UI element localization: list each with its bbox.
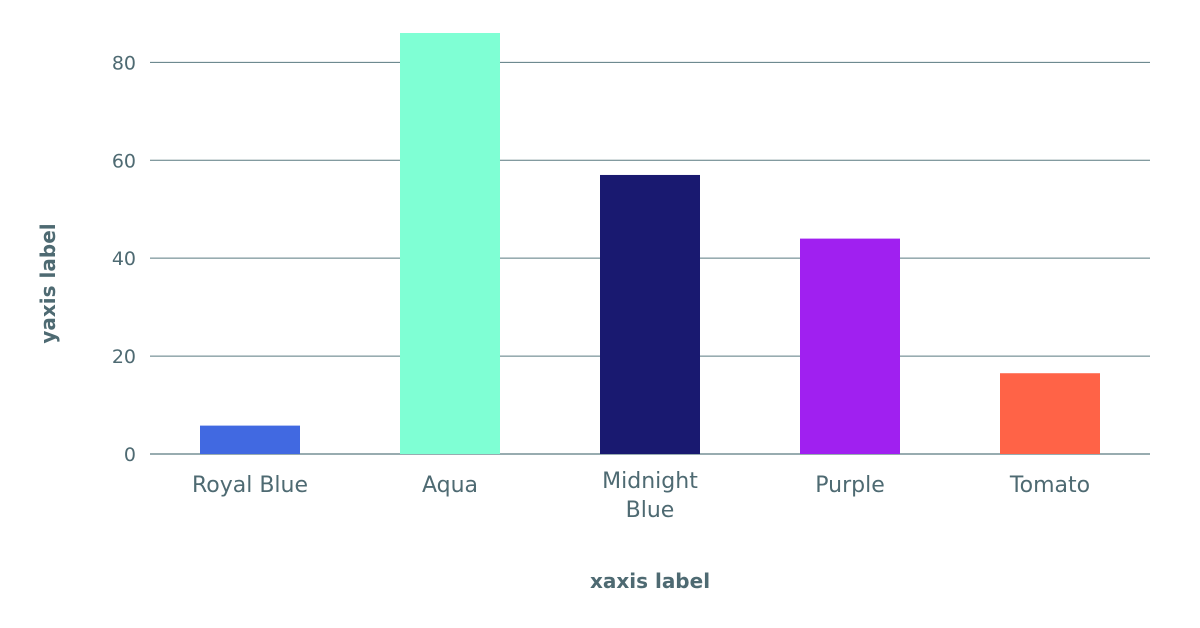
x-tick-label: Aqua <box>422 473 478 498</box>
x-tick-labels: Royal Blue Aqua Midnight Blue Purple Tomato <box>192 469 1090 523</box>
x-tick-label: Royal Blue <box>192 473 308 498</box>
y-tick-label: 60 <box>112 150 136 172</box>
y-axis-title: yaxis label <box>36 223 60 343</box>
bar <box>1000 373 1100 454</box>
y-tick-label: 0 <box>124 444 136 466</box>
y-tick-labels: 0 20 40 60 80 <box>112 52 136 466</box>
x-tick-label: Purple <box>815 473 884 498</box>
bar <box>400 33 500 454</box>
y-tick-label: 20 <box>112 346 136 368</box>
bar <box>200 425 300 454</box>
x-axis-title: xaxis label <box>590 569 710 593</box>
bar <box>600 174 700 454</box>
y-tick-label: 40 <box>112 248 136 270</box>
y-tick-label: 80 <box>112 52 136 74</box>
x-tick-label: Tomato <box>1009 473 1090 498</box>
bar <box>800 238 900 454</box>
x-tick-label: Midnight Blue <box>602 469 698 523</box>
bars <box>200 33 1100 454</box>
